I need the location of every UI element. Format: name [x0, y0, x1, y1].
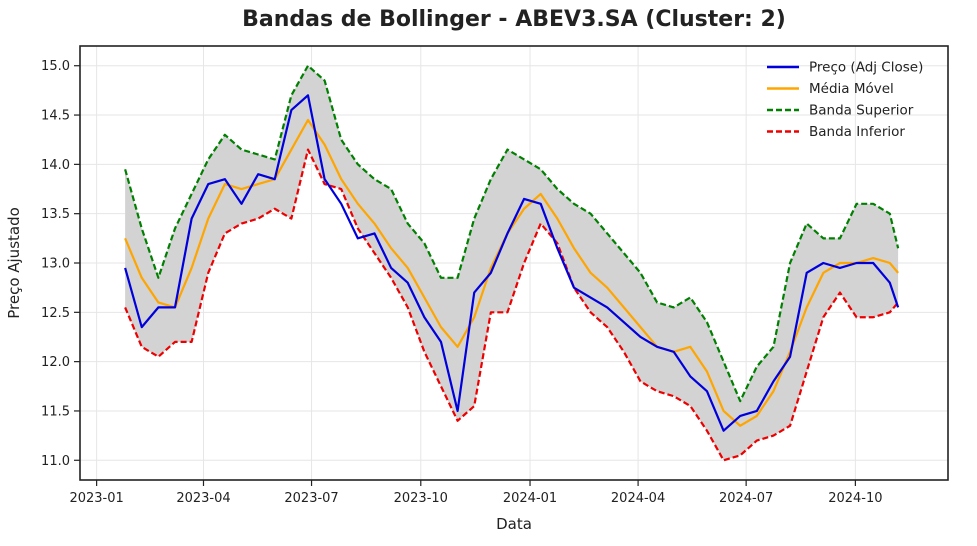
- x-tick-label: 2024-04: [611, 491, 665, 506]
- y-tick-label: 15.0: [41, 59, 70, 74]
- legend: Preço (Adj Close) Média Móvel Banda Superi…: [767, 60, 923, 140]
- legend-label: Banda Inferior: [809, 124, 905, 140]
- legend-label: Banda Superior: [809, 103, 914, 119]
- bollinger-band-area: [125, 65, 899, 461]
- x-tick-label: 2024-10: [828, 491, 882, 506]
- x-axis-label: Data: [496, 515, 532, 533]
- x-tick-label: 2023-10: [394, 491, 448, 506]
- x-tick-label: 2023-07: [284, 491, 338, 506]
- y-axis-label: Preço Ajustado: [5, 207, 23, 319]
- series-line-2: [124, 64, 900, 403]
- y-tick-label: 11.5: [41, 404, 70, 419]
- x-axis-ticks: 2023-01 2023-04 2023-07 2023-10 2024-01 2024-…: [69, 480, 883, 506]
- y-tick-label: 12.5: [41, 306, 70, 321]
- band-fill: [125, 65, 899, 461]
- y-axis-ticks: 11.0 11.5 12.0 12.5 13.0 13.5 14.0 14.5 15.0: [41, 59, 80, 469]
- series-line-0: [124, 94, 900, 432]
- chart-title: Bandas de Bollinger - ABEV3.SA (Cluster:…: [242, 7, 786, 32]
- y-tick-label: 14.5: [41, 109, 70, 124]
- y-tick-label: 12.0: [41, 355, 70, 370]
- legend-label: Preço (Adj Close): [809, 60, 923, 76]
- y-tick-label: 13.5: [41, 207, 70, 222]
- y-tick-label: 13.0: [41, 257, 70, 272]
- series-line-3: [124, 148, 899, 462]
- x-tick-label: 2024-07: [719, 491, 773, 506]
- y-tick-label: 14.0: [41, 158, 70, 173]
- series-lines: [124, 64, 900, 462]
- x-tick-label: 2023-01: [69, 491, 123, 506]
- legend-label: Média Móvel: [809, 81, 894, 97]
- y-tick-label: 11.0: [41, 454, 70, 469]
- x-tick-label: 2023-04: [176, 491, 230, 506]
- x-tick-label: 2024-01: [503, 491, 557, 506]
- series-line-1: [124, 118, 899, 427]
